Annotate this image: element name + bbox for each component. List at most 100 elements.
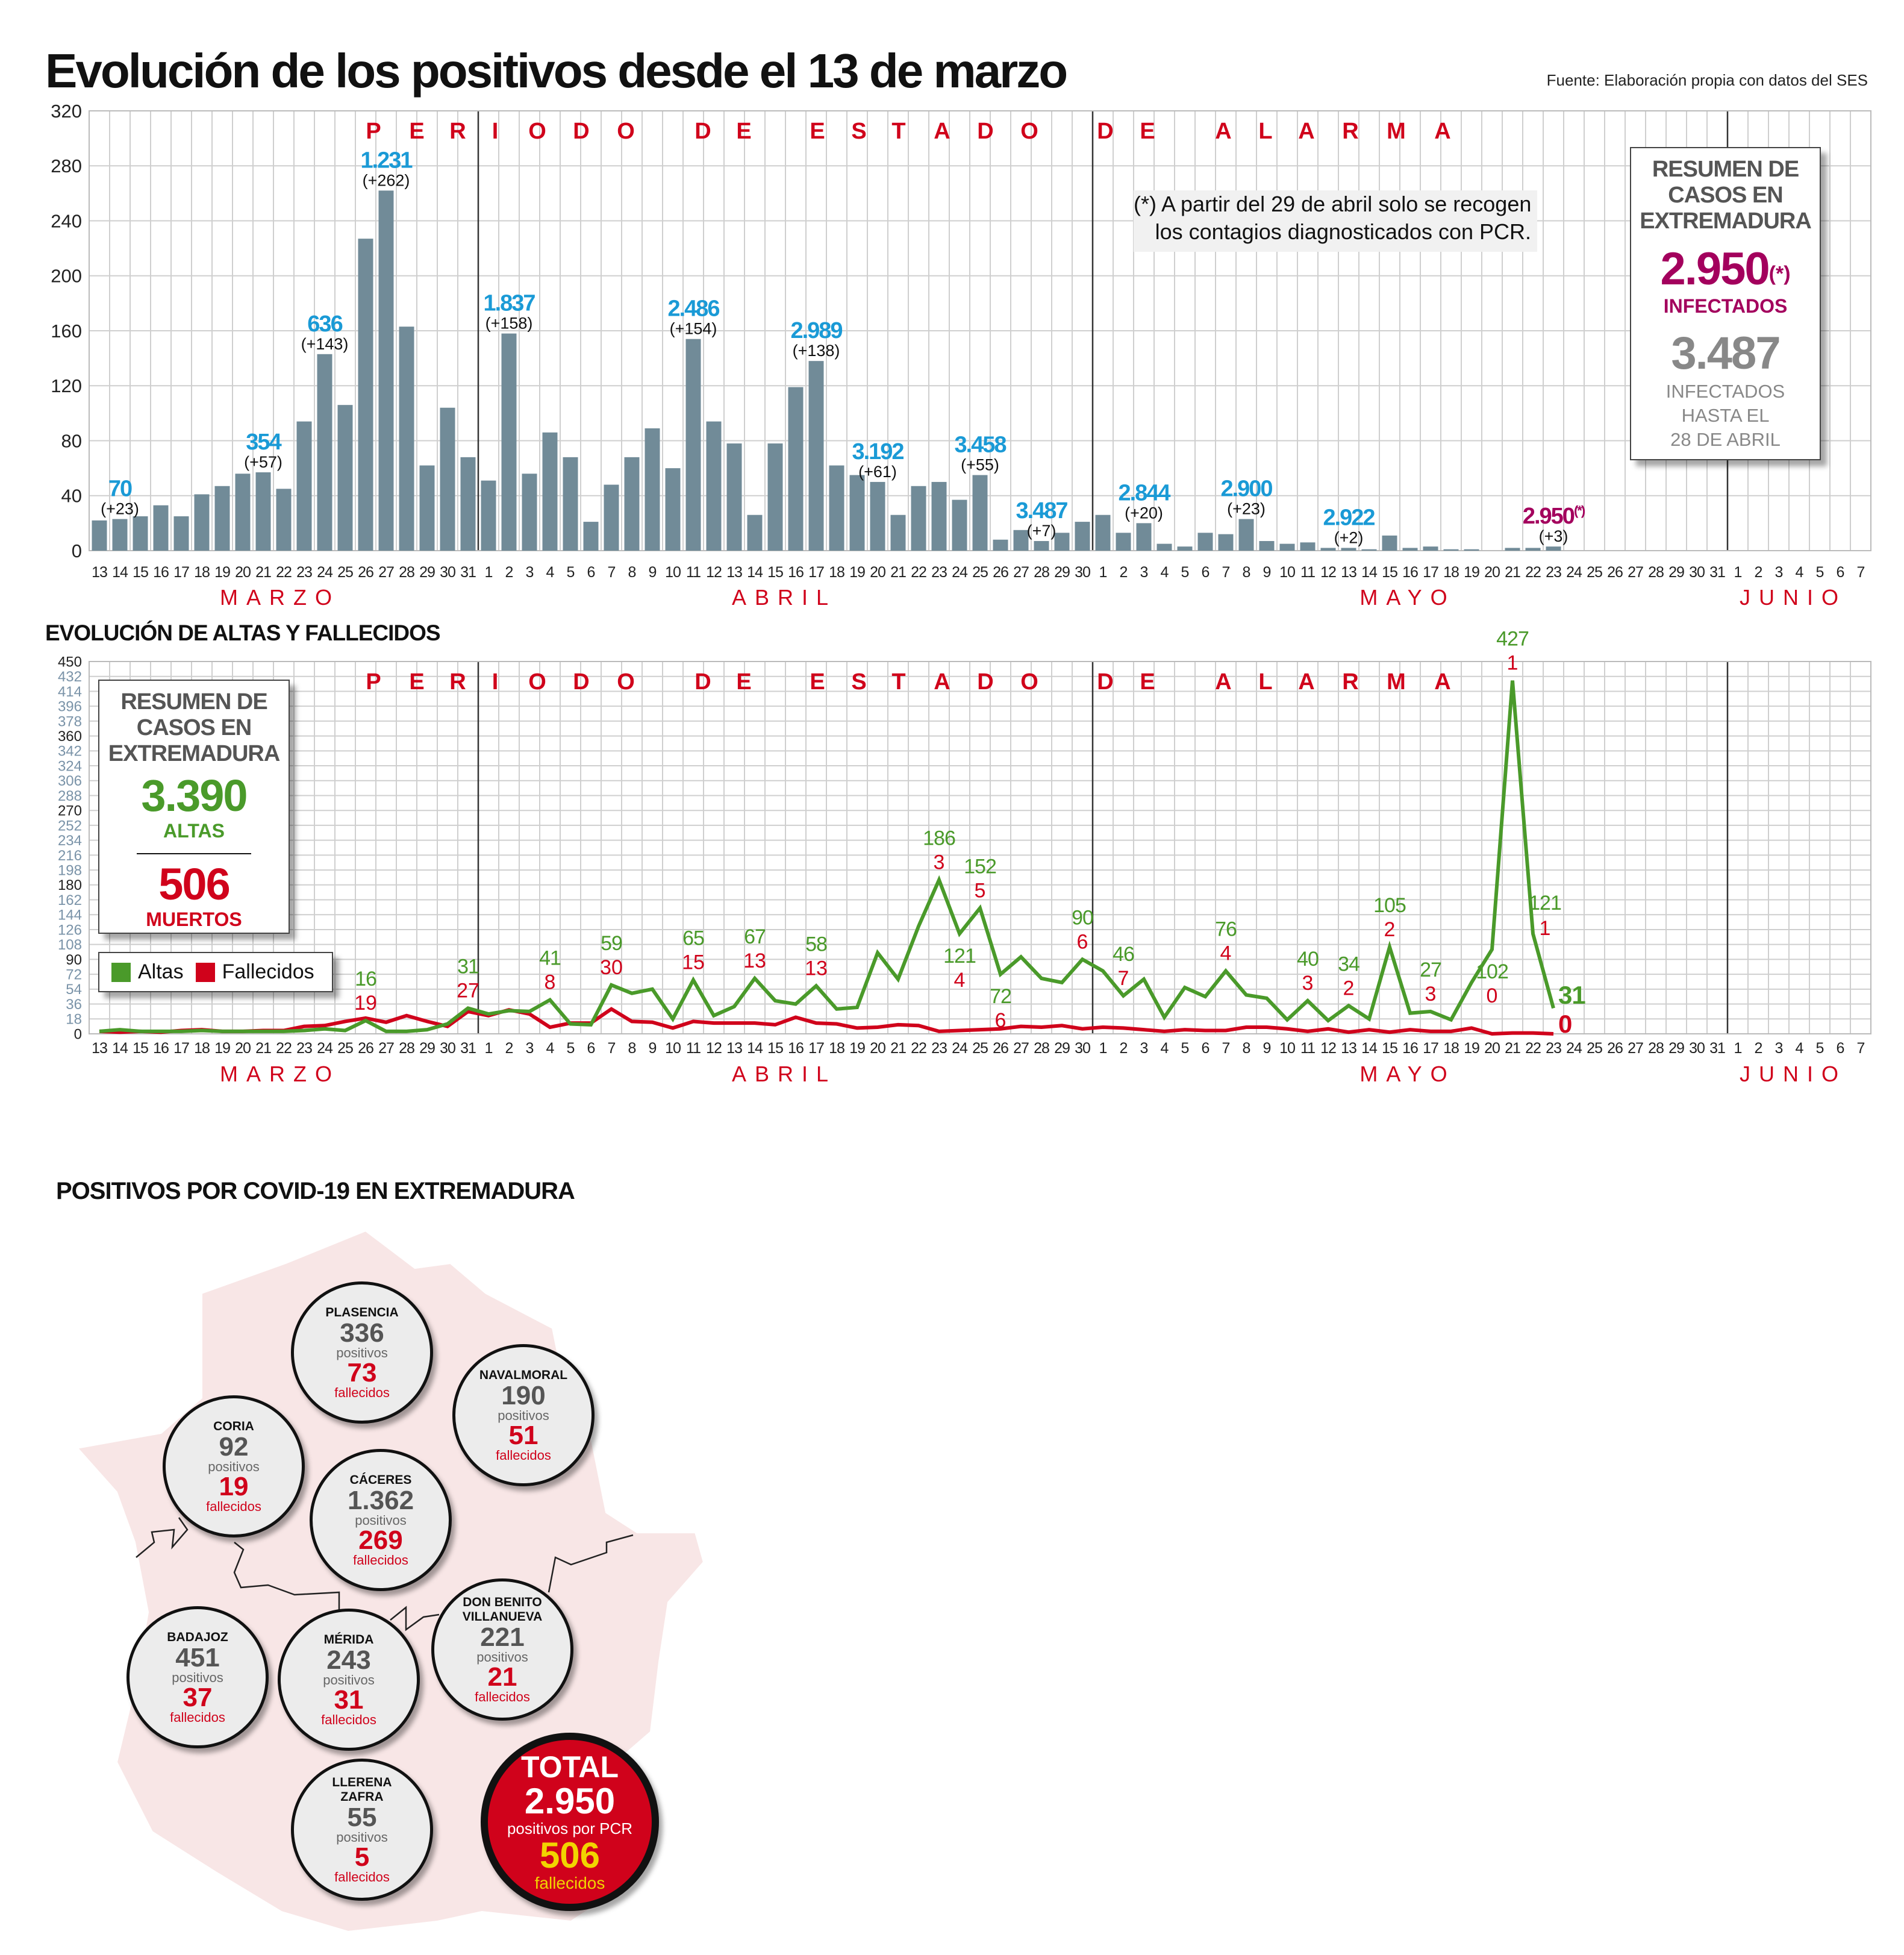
x-tick-label: 5 xyxy=(567,564,575,581)
area-fallecidos-label: fallecidos xyxy=(334,1869,390,1885)
cumulative-label: 3.192 xyxy=(852,439,904,465)
daily-delta-label: (+7) xyxy=(1027,522,1057,540)
area-fallecidos: 269 xyxy=(358,1525,403,1555)
old-infectados-label-2: HASTA EL xyxy=(1681,405,1770,426)
bar xyxy=(1279,543,1295,551)
banner-letter: A xyxy=(934,669,950,695)
daily-delta-label: (+3) xyxy=(1539,527,1568,545)
summary-heading-1: RESUMEN DE xyxy=(1652,157,1799,182)
y-tick-label: 40 xyxy=(61,486,82,507)
x-tick-label: 3 xyxy=(526,1040,534,1057)
x-tick-label: 3 xyxy=(1140,1040,1148,1057)
bar xyxy=(624,457,640,551)
x-tick-label: 25 xyxy=(972,564,988,581)
x-tick-label: 8 xyxy=(1243,564,1250,581)
x-tick-label: 17 xyxy=(808,1040,824,1057)
cumulative-label: 2.900 xyxy=(1220,477,1272,502)
muertos-label: MUERTOS xyxy=(146,909,242,930)
area-name: CÁCERES xyxy=(349,1473,412,1487)
altas-data-label: 27 xyxy=(1420,959,1441,981)
area-fallecidos-label: fallecidos xyxy=(321,1712,376,1727)
x-tick-label: 29 xyxy=(1054,564,1070,581)
x-tick-label: 20 xyxy=(870,564,885,581)
bar xyxy=(1034,541,1049,551)
altas-data-label: 31 xyxy=(457,955,479,978)
x-tick-label: 23 xyxy=(1546,1040,1561,1057)
bar xyxy=(1382,535,1397,551)
altas-data-label: 34 xyxy=(1338,952,1359,975)
fallecidos-data-label: 1 xyxy=(1507,652,1519,675)
old-infectados-label-1: INFECTADOS xyxy=(1665,381,1785,402)
x-tick-label: 24 xyxy=(1566,1040,1582,1057)
cumulative-label: 3.458 xyxy=(954,433,1006,458)
x-tick-label: 18 xyxy=(1443,564,1459,581)
y-tick-label: 216 xyxy=(58,848,82,864)
area-fallecidos: 21 xyxy=(487,1662,517,1692)
banner-letter: A xyxy=(1215,119,1231,144)
x-tick-label: 5 xyxy=(567,1040,575,1057)
x-tick-label: 25 xyxy=(1587,564,1602,581)
x-tick-label: 2 xyxy=(1755,1040,1762,1057)
x-tick-label: 7 xyxy=(608,1040,616,1057)
x-tick-label: 26 xyxy=(358,564,373,581)
area-positivos: 92 xyxy=(219,1432,249,1462)
x-tick-label: 29 xyxy=(1668,1040,1684,1057)
bar xyxy=(1177,546,1193,551)
x-tick-label: 26 xyxy=(358,1040,373,1057)
area-fallecidos: 19 xyxy=(219,1472,249,1501)
daily-delta-label: (+55) xyxy=(961,456,999,474)
x-tick-label: 24 xyxy=(952,1040,968,1057)
summary-box-altas: RESUMEN DE CASOS EN EXTREMADURA 3.390 AL… xyxy=(98,680,290,934)
cumulative-label: 70 xyxy=(108,477,132,502)
x-tick-label: 13 xyxy=(1341,1040,1356,1057)
month-label: MAYO xyxy=(1359,585,1455,610)
total-positivos-label: positivos por PCR xyxy=(507,1819,633,1838)
bar xyxy=(1525,548,1541,551)
month-label: MAYO xyxy=(1359,1062,1455,1086)
x-tick-label: 6 xyxy=(1202,564,1210,581)
x-tick-label: 25 xyxy=(1587,1040,1602,1057)
x-tick-label: 18 xyxy=(829,1040,844,1057)
bar xyxy=(481,480,496,551)
bar xyxy=(911,486,926,551)
y-tick-label: 90 xyxy=(66,952,82,968)
y-tick-label: 108 xyxy=(58,937,82,953)
x-tick-label: 13 xyxy=(92,1040,107,1057)
bar xyxy=(1423,546,1438,551)
banner-letter: S xyxy=(851,119,866,144)
bar xyxy=(214,486,230,551)
x-tick-label: 10 xyxy=(1279,1040,1295,1057)
bar xyxy=(747,515,763,551)
x-tick-label: 30 xyxy=(1075,1040,1090,1057)
altas-data-label: 76 xyxy=(1215,918,1237,941)
total-title: TOTAL xyxy=(520,1750,619,1784)
x-tick-label: 30 xyxy=(1689,1040,1705,1057)
bar xyxy=(1300,542,1316,551)
bar xyxy=(645,428,660,551)
x-tick-label: 14 xyxy=(1361,1040,1378,1057)
x-tick-label: 5 xyxy=(1181,564,1189,581)
summary-infectados: 2.950(*) xyxy=(1631,243,1820,295)
x-tick-label: 8 xyxy=(628,1040,636,1057)
x-tick-label: 5 xyxy=(1816,564,1824,581)
area-fallecidos: 31 xyxy=(334,1685,364,1715)
x-tick-label: 6 xyxy=(587,564,595,581)
fallecidos-data-label: 30 xyxy=(600,956,623,979)
x-tick-label: 14 xyxy=(112,564,128,581)
area-name: PLASENCIA xyxy=(325,1306,399,1319)
x-tick-label: 12 xyxy=(706,1040,722,1057)
banner-letter: D xyxy=(1097,119,1113,144)
altas-data-label: 121 xyxy=(1529,892,1561,915)
y-tick-label: 234 xyxy=(58,833,82,849)
banner-letter: D xyxy=(694,119,711,144)
y-tick-label: 320 xyxy=(51,101,82,122)
legend-fallecidos: Fallecidos xyxy=(222,960,314,983)
area-fallecidos-label: fallecidos xyxy=(170,1710,225,1725)
x-tick-label: 31 xyxy=(1709,1040,1725,1057)
banner-letter: O xyxy=(1020,119,1038,144)
infectados-label: INFECTADOS xyxy=(1663,295,1788,317)
bar xyxy=(1116,533,1131,551)
x-tick-label: 23 xyxy=(931,564,947,581)
bar xyxy=(767,443,783,551)
y-tick-label: 378 xyxy=(58,713,82,730)
